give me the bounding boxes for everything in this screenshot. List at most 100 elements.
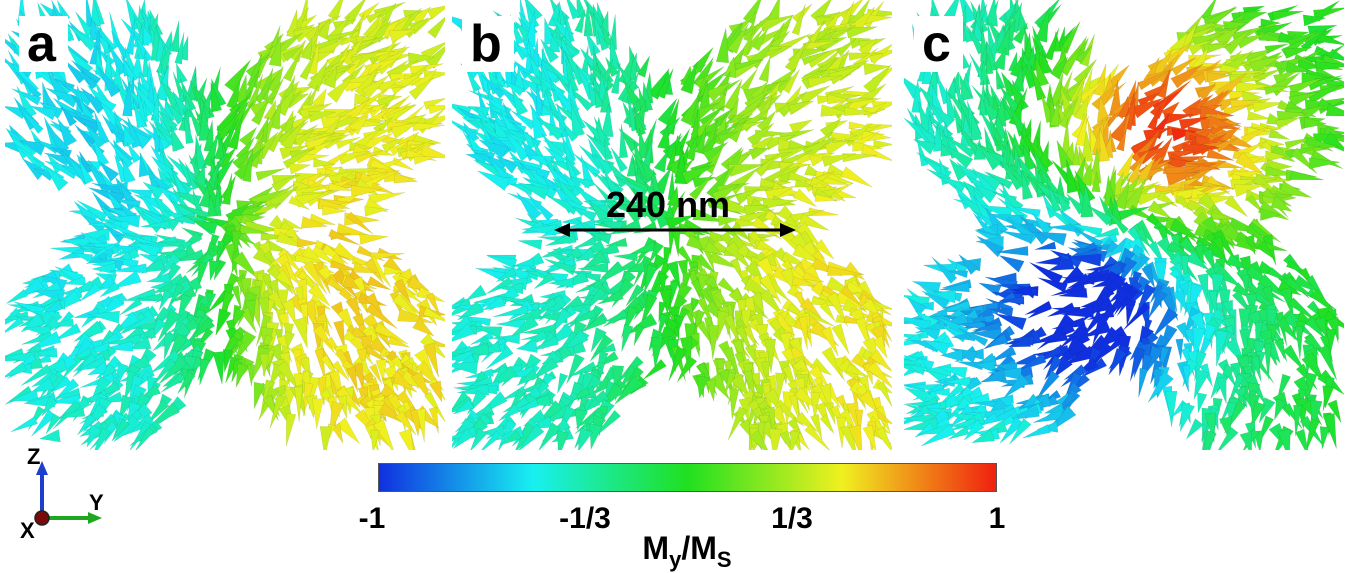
magnetization-cone (288, 163, 311, 175)
magnetization-cone (863, 102, 887, 119)
magnetization-cone (132, 99, 147, 129)
magnetization-cone (727, 406, 748, 441)
magnetization-cone (477, 170, 511, 191)
magnetization-cone (1210, 211, 1234, 220)
magnetization-cone (326, 75, 354, 104)
magnetization-cone (1141, 264, 1156, 289)
magnetization-cone (862, 424, 877, 450)
magnetization-cone (1250, 355, 1262, 383)
magnetization-cone (970, 429, 995, 444)
magnetization-cone (577, 262, 609, 273)
magnetization-cone (333, 319, 346, 350)
magnetization-cone (300, 37, 313, 61)
magnetization-cone (1073, 58, 1097, 87)
magnetization-cone (810, 413, 823, 440)
magnetization-cone (1327, 399, 1342, 423)
magnetization-cone (470, 427, 488, 450)
magnetization-cone (1270, 195, 1293, 212)
magnetization-cone (163, 332, 176, 360)
magnetization-cone (1273, 71, 1297, 86)
magnetization-cone (1114, 178, 1130, 210)
magnetization-cone (180, 78, 197, 112)
magnetization-cone (1058, 96, 1079, 129)
panel-label-c: c (914, 16, 963, 72)
magnetization-cone (1087, 205, 1113, 226)
magnetization-cone (1263, 343, 1272, 380)
magnetization-cone (848, 121, 871, 130)
magnetization-cone (1035, 57, 1050, 88)
magnetization-cone (572, 206, 598, 222)
magnetization-cone (160, 372, 186, 393)
scale-bar (554, 223, 796, 237)
magnetization-cone (1037, 277, 1068, 293)
magnetization-cone (1171, 127, 1197, 142)
magnetization-cone (269, 394, 286, 429)
magnetization-cone (1224, 195, 1248, 218)
magnetization-cone (804, 424, 830, 450)
magnetization-cone (119, 297, 143, 316)
magnetization-cone (1256, 273, 1290, 300)
magnetization-cone (1215, 329, 1229, 367)
magnetization-cone (533, 272, 555, 290)
magnetization-cone (1275, 117, 1301, 130)
magnetization-cone (146, 272, 171, 283)
magnetization-cone (680, 61, 698, 95)
magnetization-cone (486, 255, 518, 269)
axis-label-y: Y (89, 490, 104, 515)
magnetization-cone (943, 135, 976, 158)
magnetization-cone (1284, 137, 1314, 150)
magnetization-cone (593, 409, 621, 439)
magnetization-cone (820, 104, 852, 117)
magnetization-cone (643, 264, 658, 295)
magnetization-cone (1240, 125, 1270, 145)
magnetization-cone (998, 3, 1016, 26)
magnetization-cone (1039, 52, 1053, 75)
magnetization-cone (982, 98, 1002, 122)
axis-label-z: Z (27, 444, 41, 469)
magnetization-cone (597, 290, 624, 305)
magnetization-cone (1264, 43, 1289, 55)
magnetization-cone (979, 61, 991, 86)
magnetization-cone (88, 310, 120, 324)
magnetization-cone (302, 260, 327, 295)
magnetization-cone (729, 257, 746, 284)
magnetization-cone (122, 158, 136, 184)
magnetization-cone (174, 32, 185, 65)
magnetization-cone (1122, 302, 1151, 332)
magnetization-cone (306, 59, 329, 92)
magnetization-cone (5, 289, 29, 304)
magnetization-cone (1170, 56, 1197, 77)
magnetization-cone (255, 168, 286, 182)
magnetization-cone (590, 327, 607, 353)
magnetization-cone (511, 88, 529, 117)
magnetization-cone (689, 172, 714, 201)
magnetization-cone (985, 53, 994, 75)
magnetization-cone (150, 358, 177, 388)
magnetization-cone (426, 5, 445, 20)
magnetization-cone (246, 364, 256, 387)
magnetization-cone (1216, 376, 1227, 404)
magnetization-cone (831, 323, 850, 355)
magnetization-cone (1101, 240, 1119, 260)
magnetization-cone (1315, 61, 1344, 72)
colorbar-tick-min: -1 (358, 502, 386, 535)
magnetization-cone (692, 208, 726, 223)
magnetization-cone (1058, 287, 1088, 298)
magnetization-cone (133, 242, 161, 260)
magnetization-cone (1304, 116, 1327, 129)
magnetization-cone (328, 228, 361, 246)
colorbar (378, 463, 997, 492)
magnetization-cone (706, 168, 730, 200)
field-plot-b (452, 0, 892, 450)
magnetization-cone (875, 426, 892, 450)
magnetization-cone (939, 349, 963, 362)
magnetization-cone (570, 176, 593, 189)
magnetization-cone (79, 282, 102, 302)
magnetization-cone (650, 337, 664, 369)
magnetization-cone (315, 18, 331, 41)
magnetization-cone (327, 0, 344, 21)
magnetization-cone (614, 375, 644, 405)
magnetization-cone (193, 221, 219, 235)
magnetization-cone (1035, 6, 1050, 43)
magnetization-cone (126, 142, 142, 164)
